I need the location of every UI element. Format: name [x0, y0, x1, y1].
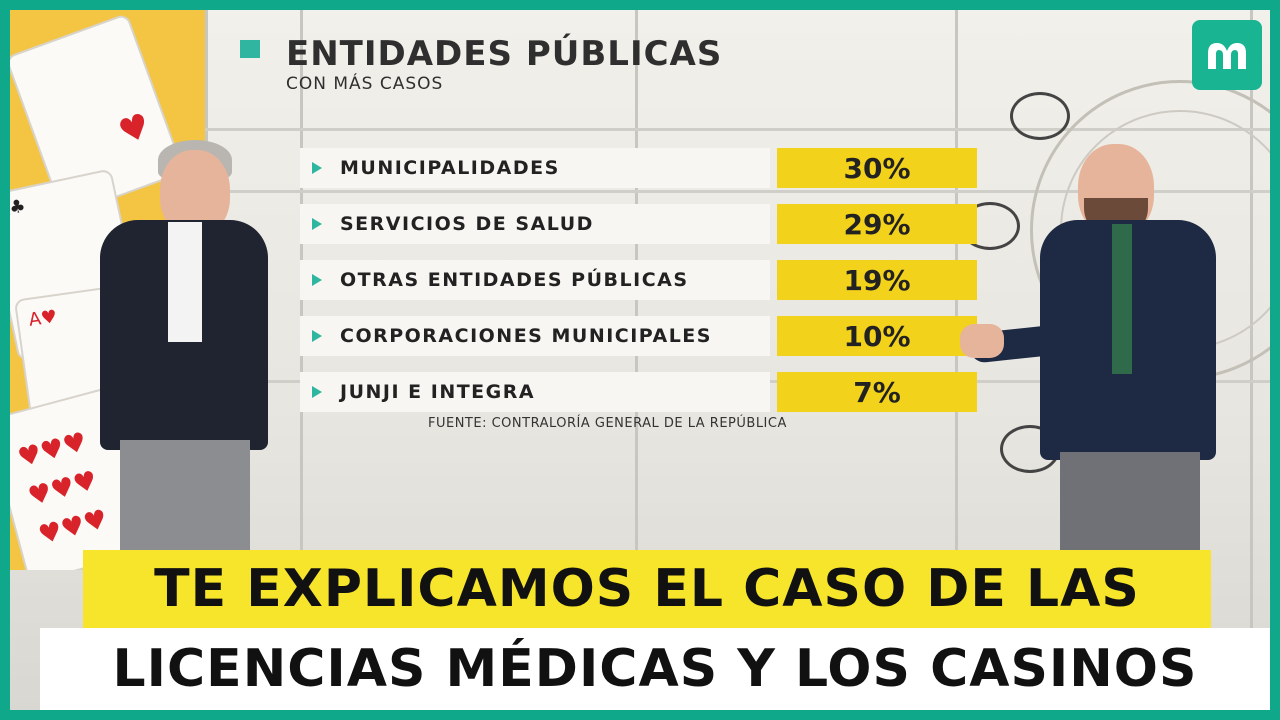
caption-line-1-box: TE EXPLICAMOS EL CASO DE LAS: [83, 550, 1211, 628]
source-credit: FUENTE: CONTRALORÍA GENERAL DE LA REPÚBL…: [428, 416, 787, 431]
stat-label: MUNICIPALIDADES: [340, 157, 560, 179]
video-frame: ♥ A♣ A♥ ♥♥♥ ♥♥♥ ♥♥♥ ENTIDADES PÚBLICAS CON…: [10, 10, 1270, 710]
row-background: [300, 260, 770, 300]
triangle-bullet-icon: [312, 330, 322, 342]
wall-divider: [10, 190, 1270, 193]
triangle-bullet-icon: [312, 162, 322, 174]
presenter-left: [90, 140, 290, 570]
stat-value: 29%: [777, 204, 977, 244]
wall-divider: [635, 10, 638, 710]
board-title: ENTIDADES PÚBLICAS: [286, 34, 723, 74]
row-background: [300, 372, 770, 412]
triangle-bullet-icon: [312, 386, 322, 398]
stat-value: 19%: [777, 260, 977, 300]
mega-logo-icon: [1192, 20, 1262, 90]
triangle-bullet-icon: [312, 218, 322, 230]
wall-divider: [10, 128, 1270, 131]
stat-row: CORPORACIONES MUNICIPALES 10%: [300, 310, 980, 362]
stat-label: SERVICIOS DE SALUD: [340, 213, 594, 235]
row-background: [300, 316, 770, 356]
stat-label: CORPORACIONES MUNICIPALES: [340, 325, 712, 347]
stat-row: OTRAS ENTIDADES PÚBLICAS 19%: [300, 254, 980, 306]
chip-circle: [1010, 92, 1070, 140]
stat-value: 7%: [777, 372, 977, 412]
board-subtitle: CON MÁS CASOS: [286, 74, 444, 94]
row-background: [300, 204, 770, 244]
wall-divider: [300, 10, 303, 710]
caption-line-2-box: LICENCIAS MÉDICAS Y LOS CASINOS: [40, 628, 1270, 710]
trousers: [120, 440, 250, 570]
stat-value: 30%: [777, 148, 977, 188]
stat-row: JUNJI E INTEGRA 7%: [300, 366, 980, 418]
shirt: [168, 222, 202, 342]
stat-value: 10%: [777, 316, 977, 356]
stats-list: MUNICIPALIDADES 30% SERVICIOS DE SALUD 2…: [300, 142, 980, 422]
presenter-right: [960, 138, 1220, 570]
stat-label: OTRAS ENTIDADES PÚBLICAS: [340, 269, 689, 291]
caption-line-1: TE EXPLICAMOS EL CASO DE LAS: [154, 559, 1140, 619]
stat-label: JUNJI E INTEGRA: [340, 381, 536, 403]
stat-row: SERVICIOS DE SALUD 29%: [300, 198, 980, 250]
row-background: [300, 148, 770, 188]
triangle-bullet-icon: [312, 274, 322, 286]
infographic-board: ENTIDADES PÚBLICAS CON MÁS CASOS MUNICIP…: [230, 24, 990, 464]
title-accent-square: [240, 40, 260, 58]
tie: [1112, 224, 1132, 374]
wall-divider: [955, 10, 958, 710]
caption-line-2: LICENCIAS MÉDICAS Y LOS CASINOS: [112, 639, 1198, 699]
mega-logo-mark: [1208, 43, 1246, 69]
hand: [960, 324, 1004, 358]
stat-row: MUNICIPALIDADES 30%: [300, 142, 980, 194]
